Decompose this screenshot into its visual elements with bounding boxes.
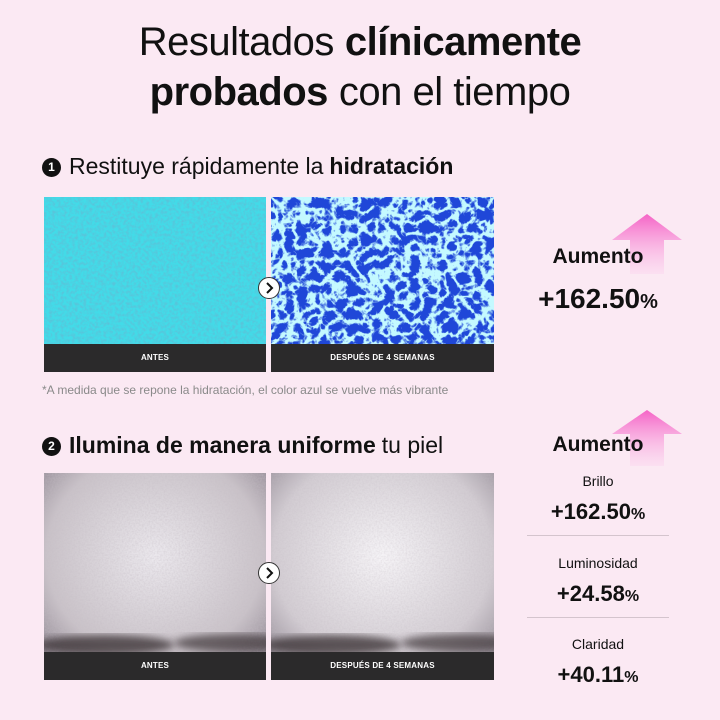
value-unit: % xyxy=(624,669,639,686)
step-number: 1 xyxy=(42,158,61,177)
step-number: 2 xyxy=(42,437,61,456)
after-image: DESPUÉS DE 4 SEMANAS xyxy=(271,197,494,372)
cyan-texture xyxy=(44,197,266,372)
title-text: Resultados xyxy=(138,20,335,64)
skin-texture xyxy=(271,473,494,680)
footnote: *A medida que se repone la hidratación, … xyxy=(42,383,449,397)
metric-value: +40.11% xyxy=(497,662,699,688)
separator xyxy=(527,535,669,536)
metric-name: Luminosidad xyxy=(558,555,638,571)
after-image: DESPUÉS DE 4 SEMANAS xyxy=(271,473,494,680)
section-heading: 1 Restituye rápidamente la hidratación xyxy=(42,152,453,180)
heading-bold: Ilumina de manera uniforme xyxy=(69,432,376,458)
skin-texture xyxy=(44,473,266,680)
result-value: +162.50% xyxy=(497,283,699,315)
metric-name: Brillo xyxy=(582,473,614,489)
title-text: con el tiempo xyxy=(338,70,571,114)
compare-arrow xyxy=(258,277,280,299)
value-text: +162.50 xyxy=(550,499,631,524)
title-bold: probados xyxy=(149,70,329,114)
value-text: +40.11 xyxy=(557,662,625,687)
heading-text: Restituye rápidamente la xyxy=(69,153,324,179)
separator xyxy=(527,617,669,618)
value-unit: % xyxy=(624,588,640,605)
blue-texture xyxy=(271,197,494,372)
section-heading: 2 Ilumina de manera uniforme tu piel xyxy=(42,431,443,459)
image-caption: ANTES xyxy=(44,344,266,372)
result-label: Aumento xyxy=(552,433,644,456)
metric-value: +162.50% xyxy=(497,499,699,525)
metric-value: +24.58% xyxy=(497,581,699,607)
metric-name: Claridad xyxy=(571,636,625,652)
title-line: probados con el tiempo xyxy=(0,68,720,116)
up-arrow xyxy=(612,214,682,274)
image-caption: DESPUÉS DE 4 SEMANAS xyxy=(271,344,494,372)
before-image: ANTES xyxy=(44,197,266,372)
heading-bold: hidratación xyxy=(329,153,454,179)
image-caption: ANTES xyxy=(44,652,266,680)
compare-arrow xyxy=(258,562,280,584)
title-line: Resultados clínicamente xyxy=(0,18,720,66)
value-text: +162.50 xyxy=(538,283,641,314)
image-caption: DESPUÉS DE 4 SEMANAS xyxy=(271,652,494,680)
result-label: Aumento xyxy=(552,245,644,268)
value-text: +24.58 xyxy=(556,581,625,606)
before-image: ANTES xyxy=(44,473,266,680)
title-bold: clínicamente xyxy=(344,20,582,64)
up-arrow xyxy=(612,410,682,466)
value-unit: % xyxy=(640,291,658,313)
heading-text: tu piel xyxy=(381,432,444,458)
value-unit: % xyxy=(630,506,646,523)
